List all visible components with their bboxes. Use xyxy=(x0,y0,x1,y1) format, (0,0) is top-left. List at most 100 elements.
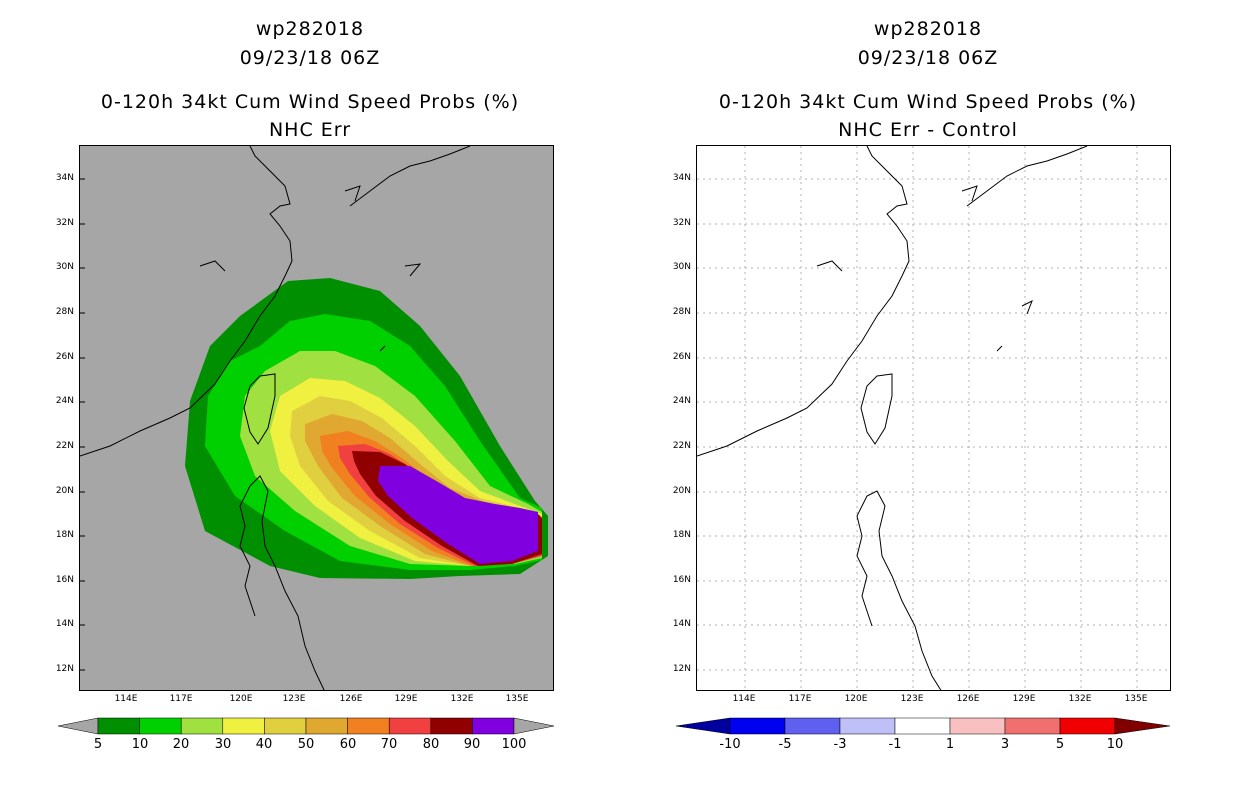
right-colorbar-left-arrow xyxy=(676,717,731,735)
right-colorbar-label: -10 xyxy=(719,737,741,752)
left-colorbar-label: 5 xyxy=(93,737,103,752)
right-title-product: 0-120h 34kt Cum Wind Speed Probs (%) xyxy=(718,91,1138,113)
right-colorbar-swatch xyxy=(1059,717,1116,735)
right-lon-label: 114E xyxy=(732,694,756,704)
left-lon-label: 132E xyxy=(450,694,474,704)
left-colorbar-swatch xyxy=(472,717,515,735)
left-lat-label: 20N xyxy=(55,486,74,496)
right-colorbar-label: -1 xyxy=(888,737,902,752)
right-colorbar-swatch xyxy=(1004,717,1061,735)
left-lat-label: 30N xyxy=(55,262,74,272)
left-colorbar-right-arrow xyxy=(513,717,554,735)
left-colorbar-label: 90 xyxy=(463,737,481,752)
right-lat-label: 18N xyxy=(672,530,691,540)
left-lon-label: 123E xyxy=(282,694,306,704)
right-colorbar-swatch xyxy=(784,717,841,735)
left-lon-label: 129E xyxy=(394,694,418,704)
right-colorbar-label: 10 xyxy=(1106,737,1124,752)
left-lon-label: 117E xyxy=(169,694,193,704)
right-map xyxy=(696,145,1171,691)
right-colorbar-label: -5 xyxy=(778,737,792,752)
left-colorbar-swatch xyxy=(222,717,265,735)
right-lat-label: 30N xyxy=(672,262,691,272)
left-colorbar-swatch xyxy=(388,717,432,735)
right-colorbar-swatch xyxy=(949,717,1006,735)
left-colorbar-label: 20 xyxy=(172,737,190,752)
left-lat-label: 18N xyxy=(55,530,74,540)
left-title-product: 0-120h 34kt Cum Wind Speed Probs (%) xyxy=(100,91,520,113)
right-lat-label: 12N xyxy=(672,664,691,674)
left-colorbar-label: 50 xyxy=(297,737,315,752)
right-colorbar-label: 3 xyxy=(1000,737,1010,752)
left-lat-label: 32N xyxy=(55,218,74,228)
right-lat-label: 16N xyxy=(672,575,691,585)
left-colorbar-label: 40 xyxy=(255,737,273,752)
left-colorbar-label: 30 xyxy=(214,737,232,752)
left-colorbar-swatch xyxy=(97,717,140,735)
right-title-subtitle: NHC Err - Control xyxy=(838,119,1018,141)
left-colorbar-label: 100 xyxy=(501,737,527,752)
right-map-svg xyxy=(697,146,1170,690)
left-lat-label: 14N xyxy=(55,619,74,629)
right-coastlines xyxy=(697,146,1088,690)
right-lat-label: 14N xyxy=(672,619,691,629)
left-axis-ticks xyxy=(80,178,85,671)
left-title-datetime: 09/23/18 06Z xyxy=(239,47,381,69)
right-lon-label: 129E xyxy=(1012,694,1036,704)
left-colorbar-swatch xyxy=(264,717,307,735)
left-lat-label: 26N xyxy=(55,352,74,362)
left-colorbar-label: 70 xyxy=(380,737,398,752)
left-title-storm-id: wp282018 xyxy=(255,18,365,40)
left-map xyxy=(79,145,554,691)
left-map-svg xyxy=(80,146,553,690)
right-lat-label: 20N xyxy=(672,486,691,496)
left-colorbar xyxy=(58,717,554,735)
right-lat-label: 32N xyxy=(672,218,691,228)
left-lat-label: 24N xyxy=(55,396,74,406)
right-colorbar-swatch xyxy=(894,717,951,735)
right-colorbar-right-arrow xyxy=(1114,717,1171,735)
right-lon-label: 120E xyxy=(844,694,868,704)
left-lon-label: 120E xyxy=(229,694,253,704)
right-title-storm-id: wp282018 xyxy=(873,18,983,40)
left-colorbar-swatch xyxy=(430,717,473,735)
left-lon-label: 126E xyxy=(339,694,363,704)
right-lon-label: 135E xyxy=(1124,694,1148,704)
left-colorbar-swatch xyxy=(305,717,348,735)
left-colorbar-label: 60 xyxy=(339,737,357,752)
right-lat-label: 22N xyxy=(672,441,691,451)
left-colorbar-swatch xyxy=(139,717,182,735)
left-colorbar-left-arrow xyxy=(58,717,99,735)
left-lat-label: 16N xyxy=(55,575,74,585)
right-lat-label: 28N xyxy=(672,307,691,317)
right-lon-label: 126E xyxy=(956,694,980,704)
right-colorbar-swatch xyxy=(839,717,896,735)
right-colorbar-label: -3 xyxy=(833,737,847,752)
right-lon-label: 117E xyxy=(788,694,812,704)
right-colorbar xyxy=(676,717,1171,735)
right-colorbar-swatch xyxy=(729,717,786,735)
left-colorbar-swatch xyxy=(347,717,390,735)
left-lat-label: 28N xyxy=(55,307,74,317)
prob-contour-90 xyxy=(378,466,538,564)
left-colorbar-label: 80 xyxy=(422,737,440,752)
right-gridlines xyxy=(697,146,1170,690)
left-lat-label: 34N xyxy=(55,173,74,183)
left-colorbar-label: 10 xyxy=(131,737,149,752)
right-lat-label: 26N xyxy=(672,352,691,362)
left-lon-label: 135E xyxy=(505,694,529,704)
right-title-datetime: 09/23/18 06Z xyxy=(857,47,999,69)
right-lon-label: 132E xyxy=(1068,694,1092,704)
left-title-subtitle: NHC Err xyxy=(268,119,352,141)
left-colorbar-swatch xyxy=(180,717,224,735)
right-lon-label: 123E xyxy=(900,694,924,704)
right-colorbar-label: 5 xyxy=(1055,737,1065,752)
left-lat-label: 22N xyxy=(55,441,74,451)
right-colorbar-label: 1 xyxy=(945,737,955,752)
right-lat-label: 34N xyxy=(672,173,691,183)
left-lat-label: 12N xyxy=(55,664,74,674)
right-lat-label: 24N xyxy=(672,396,691,406)
right-map-background xyxy=(697,146,1170,690)
left-lon-label: 114E xyxy=(114,694,138,704)
left-coastlines xyxy=(80,146,471,690)
